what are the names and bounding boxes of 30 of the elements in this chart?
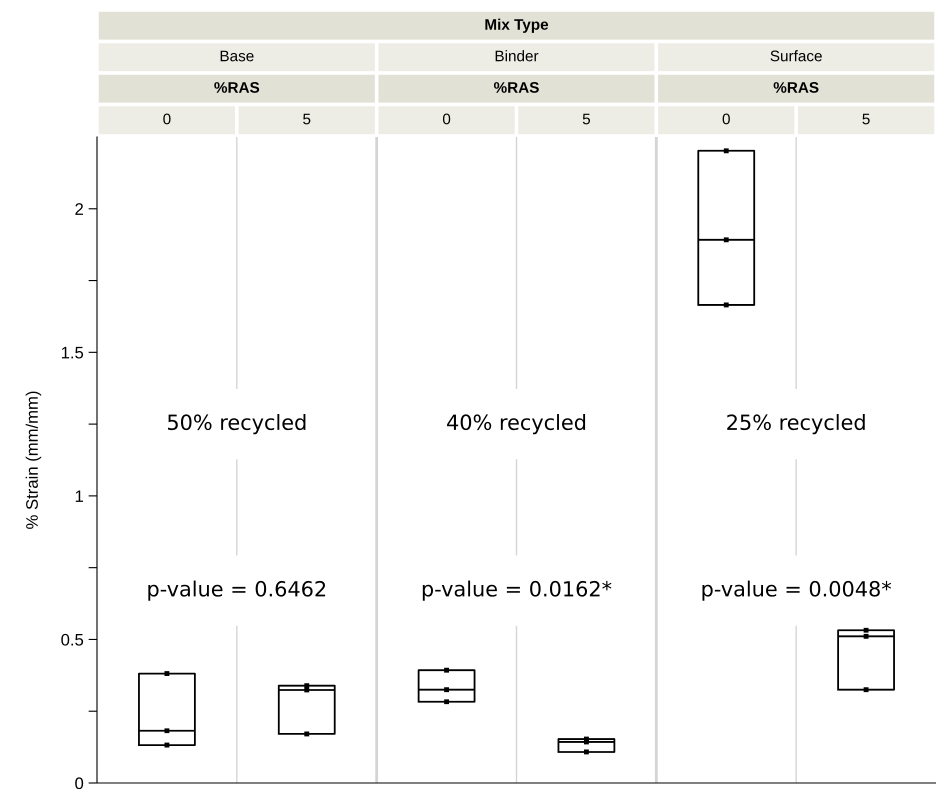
annotation: p-value = 0.0162* [422, 580, 612, 601]
text: %RAS [774, 82, 818, 93]
text: Mix Type [485, 18, 548, 33]
x-tick-label: 0 [442, 114, 450, 124]
text: %RAS [214, 82, 260, 93]
text: %RAS [494, 82, 539, 93]
annotation: 25% recycled [727, 414, 865, 434]
annotation: p-value = 0.6462 [148, 580, 326, 601]
y-tick-label: 0.5 [61, 634, 84, 646]
x-tick-label: 5 [582, 114, 590, 124]
annotation: p-value = 0.0048* [702, 580, 892, 601]
x-tick-label: 0 [163, 114, 171, 124]
point [164, 728, 170, 734]
text: Surface [770, 50, 822, 62]
x-tick-label: 5 [862, 114, 870, 124]
y-axis-title: % Strain (mm/mm) [26, 392, 42, 529]
y-tick-label: 1.5 [62, 346, 84, 359]
y-tick-label: 2 [75, 203, 83, 215]
text: Binder [496, 50, 538, 62]
y-tick-label: 0 [75, 777, 84, 789]
text: Base [220, 50, 254, 62]
point [724, 237, 729, 242]
y-tick-label: 1 [76, 490, 83, 502]
point [864, 634, 869, 639]
annotation: 50% recycled [168, 414, 306, 434]
x-tick-label: 5 [303, 114, 310, 124]
annotation: 40% recycled [447, 414, 586, 434]
x-tick-label: 0 [722, 114, 730, 124]
point [444, 687, 450, 692]
point [304, 688, 310, 692]
